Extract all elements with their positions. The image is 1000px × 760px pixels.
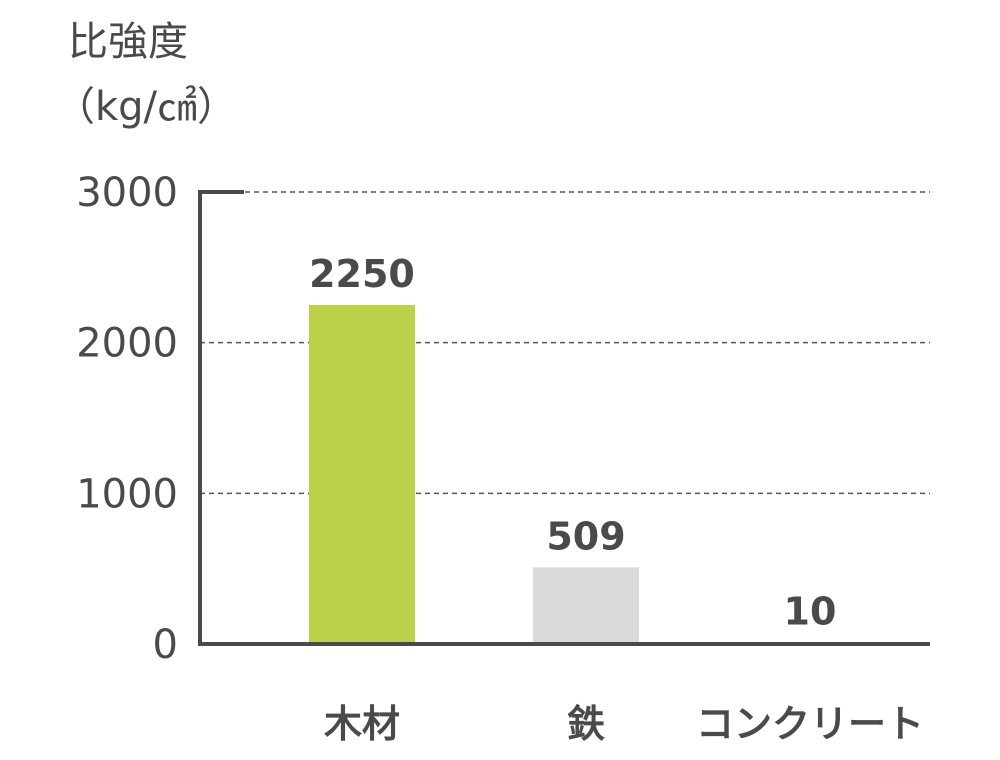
category-label-3: コンクリート [696, 702, 924, 746]
data-label-1: 2250 [309, 252, 415, 296]
y-tick-label-2000: 2000 [76, 321, 178, 367]
bars [309, 305, 863, 644]
category-label-1: 木材 [324, 702, 400, 746]
y-tick-label-0: 0 [153, 622, 178, 668]
bar-2 [533, 567, 639, 644]
data-label-3: 10 [784, 589, 837, 633]
category-label-2: 鉄 [567, 702, 605, 746]
y-tick-label-3000: 3000 [76, 170, 178, 216]
data-labels: 2250 509 10 [309, 252, 836, 633]
axes [198, 190, 930, 646]
y-axis-label-line-2: （kg/㎠） [55, 84, 237, 130]
data-label-2: 509 [546, 514, 625, 558]
y-tick-labels: 0 1000 2000 3000 [76, 170, 178, 668]
y-tick-label-1000: 1000 [76, 471, 178, 517]
bar-1 [309, 305, 415, 644]
x-category-labels: 木材 鉄 コンクリート [324, 702, 924, 746]
y-axis-label-line-1: 比強度 [68, 19, 188, 65]
